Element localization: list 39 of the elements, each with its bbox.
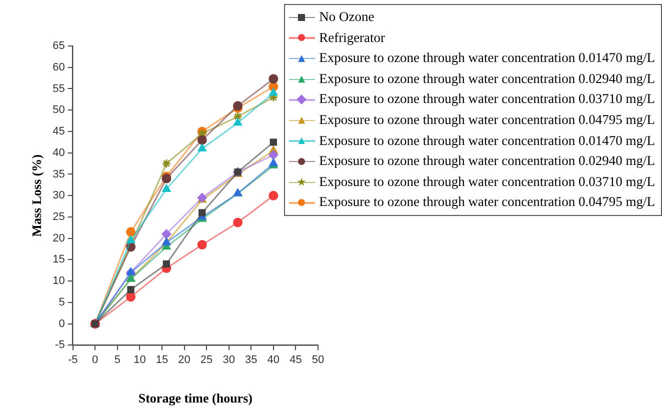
y-tick-label: 45 xyxy=(52,126,65,138)
y-tick-label: 25 xyxy=(52,211,65,224)
y-tick-label: 30 xyxy=(52,190,65,202)
x-axis-title: Storage time (hours) xyxy=(138,390,252,406)
y-tick-label: 40 xyxy=(52,146,65,159)
legend-label: Exposure to ozone through water concentration 0.01470 mg/L xyxy=(319,49,655,68)
y-tick-label: 65 xyxy=(52,40,65,52)
x-tick-label: 50 xyxy=(312,354,324,366)
legend-label: Exposure to ozone through water concentration 0.04795 mg/L xyxy=(319,193,655,212)
legend-label: Exposure to ozone through water concentration 0.03710 mg/L xyxy=(319,90,655,108)
x-tick-label: 0 xyxy=(92,354,98,366)
x-tick-label: 15 xyxy=(156,354,168,366)
y-tick-label: 55 xyxy=(52,82,65,95)
x-tick-label: 30 xyxy=(222,354,235,366)
y-tick-label: -5 xyxy=(55,339,65,352)
y-tick-label: 0 xyxy=(58,318,65,330)
x-tick-label: 35 xyxy=(245,354,258,366)
y-tick-label: 35 xyxy=(52,168,65,180)
y-tick-label: 60 xyxy=(52,61,65,74)
x-tick-label: -5 xyxy=(68,354,78,366)
legend-label: Exposure to ozone through water concentration 0.02940 mg/L xyxy=(319,152,655,170)
legend-label: Exposure to ozone through water concentration 0.02940 mg/L xyxy=(319,70,655,88)
x-tick-label: 10 xyxy=(134,354,146,366)
y-tick-label: 50 xyxy=(52,104,65,116)
x-tick-label: 40 xyxy=(267,354,280,366)
legend-label: Exposure to ozone through water concentration 0.04795 mg/L xyxy=(319,110,655,129)
x-tick-label: 25 xyxy=(200,354,213,366)
x-tick-label: 45 xyxy=(290,354,302,366)
y-tick-label: 20 xyxy=(52,232,65,244)
y-tick-label: 5 xyxy=(58,296,65,308)
legend-label: Refrigerator xyxy=(319,28,386,47)
x-tick-label: 20 xyxy=(178,354,190,366)
legend-label: Exposure to ozone through water concentration 0.01470 mg/L xyxy=(319,132,655,150)
y-tick-label: 15 xyxy=(52,254,65,266)
y-axis-title: Mass Loss (%) xyxy=(29,154,44,237)
x-tick-label: 5 xyxy=(114,354,120,366)
legend-label: Exposure to ozone through water concentration 0.03710 mg/L xyxy=(319,172,655,191)
legend-label: No Ozone xyxy=(319,8,374,26)
y-tick-label: 10 xyxy=(52,275,65,288)
